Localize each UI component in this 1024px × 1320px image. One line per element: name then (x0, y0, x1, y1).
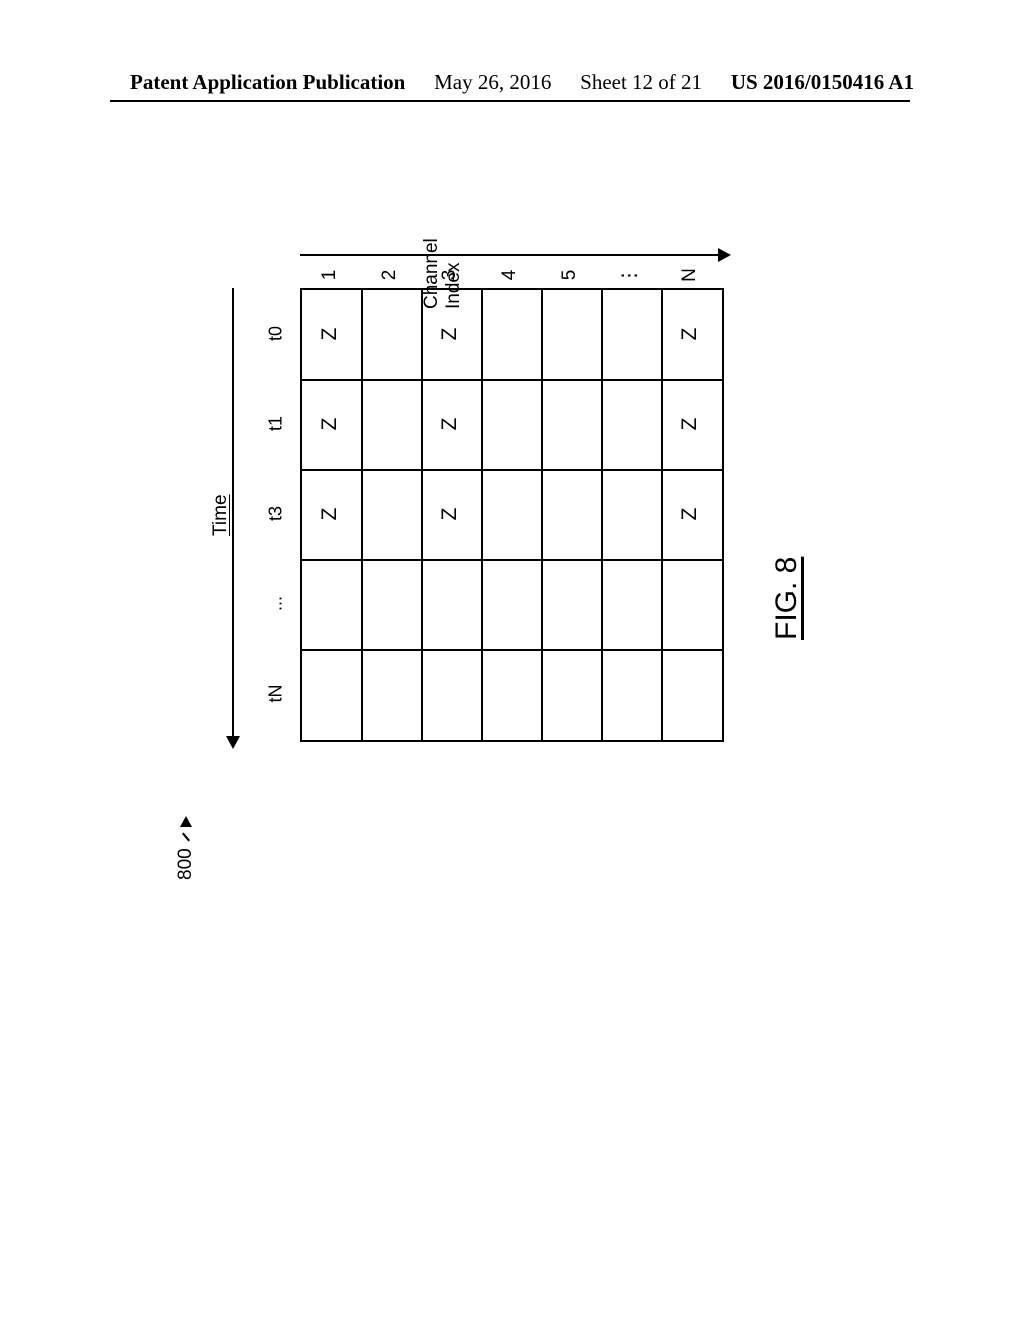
grid-vline (661, 290, 663, 740)
column-header: 2 (379, 261, 401, 289)
grid-cell-value: Z (318, 504, 342, 524)
publication-date: May 26, 2016 (434, 70, 551, 95)
channel-axis-arrow-icon (718, 248, 731, 262)
row-header: tN (266, 680, 287, 708)
row-header: t3 (266, 500, 287, 528)
time-axis-line (232, 288, 234, 738)
column-header: 3 (439, 261, 461, 289)
grid-cell-value: Z (438, 504, 462, 524)
grid-hline (302, 469, 722, 471)
column-header: N (679, 261, 701, 289)
grid-vline (481, 290, 483, 740)
grid-vline (541, 290, 543, 740)
grid-vline (421, 290, 423, 740)
publication-label: Patent Application Publication (130, 70, 405, 95)
page-header: Patent Application Publication May 26, 2… (0, 70, 1024, 95)
grid-cell-value: Z (678, 414, 702, 434)
row-header: t0 (266, 320, 287, 348)
figure-label: FIG. 8 (770, 557, 804, 640)
page: Patent Application Publication May 26, 2… (0, 0, 1024, 1320)
sheet-number: Sheet 12 of 21 (580, 70, 702, 95)
ref-arrow-icon (180, 816, 192, 827)
time-axis-label: Time (210, 494, 232, 536)
column-header: 1 (319, 261, 341, 289)
channel-axis-line (300, 254, 720, 256)
publication-number: US 2016/0150416 A1 (731, 70, 914, 95)
row-header: ... (266, 590, 287, 618)
grid-cell-value: Z (318, 414, 342, 434)
column-header: 4 (499, 261, 521, 289)
grid-vline (601, 290, 603, 740)
ref-tick (182, 833, 190, 842)
grid-cell-value: Z (318, 324, 342, 344)
grid-cell-value: Z (678, 324, 702, 344)
grid-cell-value: Z (438, 414, 462, 434)
column-header: 5 (559, 261, 581, 289)
header-rule (110, 100, 910, 102)
row-header: t1 (266, 410, 287, 438)
grid-cell-value: Z (438, 324, 462, 344)
figure-ref-number: 800 (175, 812, 197, 880)
time-axis-arrow-icon (226, 736, 240, 749)
grid (300, 288, 724, 742)
grid-hline (302, 559, 722, 561)
column-header: ⋮ (619, 262, 642, 290)
grid-vline (361, 290, 363, 740)
grid-cell-value: Z (678, 504, 702, 524)
grid-hline (302, 649, 722, 651)
grid-hline (302, 379, 722, 381)
